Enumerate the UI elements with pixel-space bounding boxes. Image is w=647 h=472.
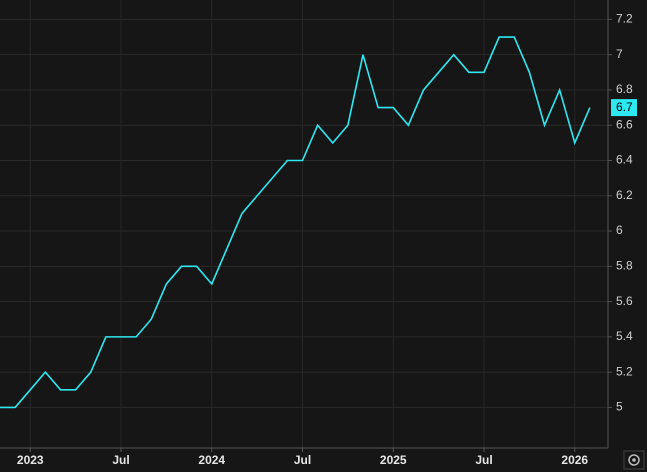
y-tick-label: 6.4 xyxy=(616,153,633,167)
x-tick-label: 2025 xyxy=(380,453,407,467)
x-tick-label: Jul xyxy=(475,453,492,467)
y-tick-label: 5.2 xyxy=(616,364,633,378)
line xyxy=(0,36,591,409)
x-tick-label: 2024 xyxy=(198,453,225,467)
y-tick-label: 6.6 xyxy=(616,117,633,131)
y-tick-label: 5 xyxy=(616,400,623,414)
plot xyxy=(0,36,591,409)
y-tick-label: 6.2 xyxy=(616,188,633,202)
y-tick-label: 5.8 xyxy=(616,259,633,273)
y-tick-label: 6 xyxy=(616,223,623,237)
y-tick-label: 5.6 xyxy=(616,294,633,308)
x-tick-label: Jul xyxy=(294,453,311,467)
settings-button[interactable] xyxy=(623,450,645,470)
y-tick-label: 5.4 xyxy=(616,329,633,343)
settings-icon-center[interactable] xyxy=(632,458,636,462)
last-value-label: 6.7 xyxy=(616,100,633,114)
last-value-box xyxy=(611,99,637,117)
x-tick-label: 2023 xyxy=(17,453,44,467)
y-tick-label: 6.8 xyxy=(616,82,633,96)
grid xyxy=(0,0,608,448)
settings-icon[interactable] xyxy=(628,454,640,466)
x-tick-label: Jul xyxy=(112,453,129,467)
y-tick-label: 7.2 xyxy=(616,12,633,26)
x-tick-label: 2026 xyxy=(561,453,588,467)
y-tick-label: 7 xyxy=(616,47,623,61)
